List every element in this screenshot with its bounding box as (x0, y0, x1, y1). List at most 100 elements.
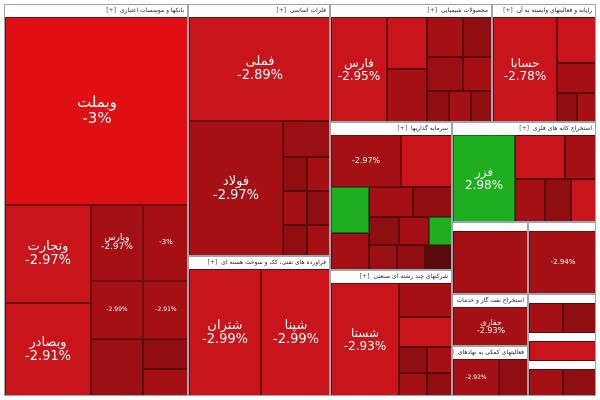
tile-comp-small[interactable] (557, 63, 596, 93)
expand-icon[interactable]: [+] (106, 7, 116, 14)
tile-multi-small[interactable] (399, 317, 452, 347)
tile-bank-small[interactable]: -3% (143, 205, 188, 281)
tile-invest-small[interactable] (369, 187, 413, 217)
tile-change: -3% (159, 239, 173, 246)
tile-shasta[interactable]: شستا -2.93% (331, 283, 399, 396)
tile-invest-small[interactable] (369, 245, 397, 270)
tile-invest-small[interactable] (413, 187, 452, 217)
sector-metal-ore: استخراج کانه های فلزی [+] فزر 2.98% (452, 122, 596, 222)
sector-metals: فلزات اساسی [+] فملی -2.89% فولاد -2.97% (188, 4, 330, 256)
tile-chem-small[interactable] (387, 69, 427, 122)
tile-chem-small[interactable] (449, 91, 471, 122)
tile-misc-small[interactable] (563, 303, 596, 333)
tile-ore-small[interactable] (515, 135, 565, 179)
expand-icon[interactable]: [+] (208, 259, 218, 266)
tile-hesaba[interactable]: حسابا -2.78% (493, 17, 557, 122)
expand-icon[interactable]: [+] (453, 349, 454, 356)
tile-invest[interactable]: -2.97% (331, 135, 401, 187)
tile-comp-small[interactable] (577, 93, 596, 122)
tile-metal-small[interactable] (283, 121, 330, 157)
tile-misc-small[interactable] (529, 303, 563, 333)
tile-invest-small[interactable] (425, 245, 452, 270)
tile-chem-small[interactable] (463, 57, 492, 91)
tile-invest-small[interactable] (399, 217, 429, 245)
tile-vbsader[interactable]: وبصادر -2.91% (5, 303, 91, 396)
expand-icon[interactable]: [+] (519, 125, 529, 132)
tile-change: -2.94% (551, 259, 576, 266)
tile-multi-small[interactable] (399, 347, 427, 373)
expand-icon[interactable]: [+] (397, 125, 407, 132)
tile-comp-small[interactable] (557, 17, 596, 63)
tile-multi-small[interactable] (399, 283, 452, 317)
tile-invest-small[interactable] (369, 217, 399, 245)
sector-header[interactable]: فلزات اساسی [+] (189, 5, 329, 17)
tile-foolad[interactable]: فولاد -2.97% (189, 121, 283, 256)
tile-aux-small[interactable] (499, 359, 528, 396)
tile-chem-small[interactable] (427, 91, 449, 122)
tile-misc-chg[interactable]: -2.94% (529, 231, 596, 294)
sector-header[interactable]: رایانه و فعالیتهای وابسته به آن [+] (493, 5, 595, 17)
expand-icon[interactable]: [+] (360, 273, 370, 280)
sector-header[interactable]: استخراج نفت گاز و خدمات [+] (453, 295, 527, 307)
tile-change: -2.92% (465, 375, 486, 381)
tile-misc-small[interactable] (529, 341, 596, 361)
tile-metal-small[interactable] (307, 157, 330, 191)
sector-header[interactable]: فراورده های نفتی، کک و سوخت هسته ای [+] (189, 257, 329, 269)
sector-header[interactable]: استخراج کانه های فلزی [+] (453, 123, 595, 135)
tile-invest-small[interactable] (331, 233, 369, 270)
sector-header[interactable]: بانکها و موسسات اعتباری [+] (5, 5, 187, 17)
tile-invest-small[interactable] (397, 245, 425, 270)
tile-misc-small[interactable] (529, 369, 563, 396)
sector-title: فلزات اساسی (290, 7, 326, 14)
tile-chem-small[interactable] (387, 17, 427, 69)
tile-multi-small[interactable] (427, 347, 452, 373)
tile-hafari[interactable]: حفاری -2.93% (453, 307, 528, 346)
tile-vtejarat[interactable]: وتجارت -2.97% (5, 205, 91, 303)
sector-header[interactable]: سرمایه گذاریها [+] (331, 123, 451, 135)
tile-aux[interactable]: -2.92% (453, 359, 499, 396)
tile-invest-small[interactable] (429, 217, 452, 245)
tile-chem-small[interactable] (427, 17, 463, 57)
tile-fars[interactable]: فارس -2.95% (331, 17, 387, 122)
sector-header[interactable]: فعالیتهای کمکی به نهادهای [+] (453, 347, 527, 359)
sector-aux-services: فعالیتهای کمکی به نهادهای [+] -2.92% (452, 346, 528, 396)
tile-metal-small[interactable] (283, 157, 307, 191)
tile-bank-small[interactable]: -2.91% (143, 281, 188, 339)
tile-misc-small[interactable] (563, 369, 596, 396)
tile-multi-small[interactable] (399, 373, 427, 396)
tile-bank-small[interactable]: -2.99% (91, 281, 143, 339)
tile-bank-small[interactable] (91, 339, 143, 396)
tile-metal-small[interactable] (307, 225, 330, 256)
tile-shetran[interactable]: شتران -2.99% (189, 269, 261, 396)
tile-ore-small[interactable] (571, 179, 596, 222)
tile-shepna[interactable]: شپنا -2.99% (261, 269, 330, 396)
tile-vpars[interactable]: وپارس -2.97% (91, 205, 143, 281)
expand-icon[interactable]: [+] (503, 7, 513, 14)
expand-icon[interactable]: [+] (427, 7, 437, 14)
sector-header[interactable]: شرکتهای چند رشته ای صنعتی [+] (331, 271, 451, 283)
tile-misc-small[interactable] (453, 231, 528, 294)
tile-ore-small[interactable] (565, 135, 596, 179)
sector-header[interactable]: محصولات شیمیایی [+] (331, 5, 491, 17)
tile-comp-small[interactable] (557, 93, 577, 122)
tile-fameli[interactable]: فملی -2.89% (189, 17, 330, 121)
tile-fezar[interactable]: فزر 2.98% (453, 135, 515, 222)
tile-chem-small[interactable] (463, 17, 492, 57)
expand-icon[interactable]: [+] (276, 7, 286, 14)
tile-invest-small[interactable] (331, 187, 369, 233)
tile-chem-small[interactable] (471, 91, 492, 122)
tile-metal-small[interactable] (283, 225, 307, 256)
tile-vbmellat[interactable]: وبملت -3% (5, 17, 188, 205)
sector-oil-products: فراورده های نفتی، کک و سوخت هسته ای [+] … (188, 256, 330, 396)
tile-change: -2.97% (213, 189, 259, 203)
tile-bank-small[interactable] (143, 369, 188, 396)
tile-multi-small[interactable] (427, 373, 452, 396)
tile-invest-small[interactable] (401, 135, 452, 187)
tile-bank-small[interactable] (143, 339, 188, 369)
tile-metal-small[interactable] (307, 191, 330, 225)
tile-ore-small[interactable] (515, 179, 545, 222)
sector-multi-industry: شرکتهای چند رشته ای صنعتی [+] شستا -2.93% (330, 270, 452, 396)
tile-metal-small[interactable] (283, 191, 307, 225)
tile-ore-small[interactable] (545, 179, 571, 222)
tile-chem-small[interactable] (427, 57, 463, 91)
